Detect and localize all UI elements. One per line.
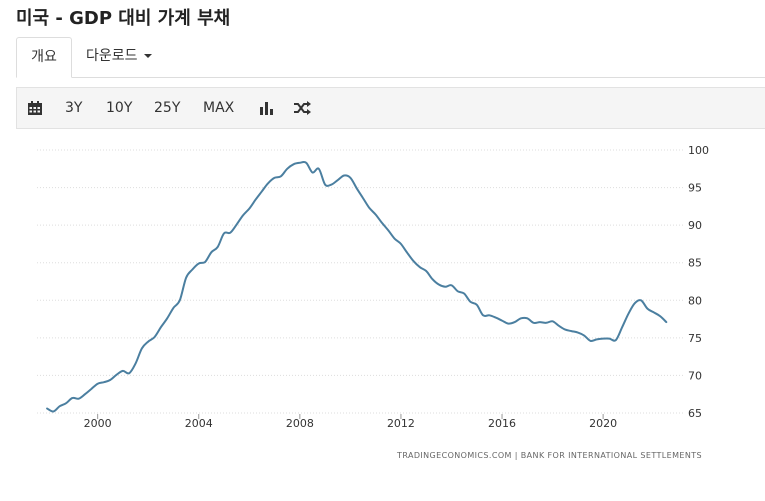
x-tick-label: 2004 <box>185 417 213 430</box>
caret-down-icon <box>143 54 152 58</box>
x-tick-label: 2016 <box>488 417 516 430</box>
y-tick-label: 100 <box>688 144 709 157</box>
x-tick-label: 2012 <box>387 417 415 430</box>
range-25y-button[interactable]: 25Y <box>154 100 181 116</box>
shuffle-icon[interactable] <box>293 100 311 116</box>
page-title: 미국 - GDP 대비 가계 부채 <box>16 8 231 29</box>
range-3y-button[interactable]: 3Y <box>65 100 83 116</box>
y-tick-label: 90 <box>688 219 702 232</box>
y-tick-label: 95 <box>688 182 702 195</box>
chart-grid <box>37 149 684 414</box>
x-tick-label: 2020 <box>589 417 617 430</box>
y-tick-label: 65 <box>688 407 702 420</box>
range-10y-button[interactable]: 10Y <box>106 100 133 116</box>
tab-download-label: 다운로드 <box>86 48 138 64</box>
bar-chart-icon[interactable] <box>259 100 275 116</box>
range-max-button[interactable]: MAX <box>203 100 235 116</box>
x-axis-ticks: 2000 2004 2008 2012 2016 2020 <box>84 414 617 430</box>
x-tick-label: 2000 <box>84 417 112 430</box>
tab-download[interactable]: 다운로드 <box>86 37 152 77</box>
y-tick-label: 80 <box>688 294 702 307</box>
chart-toolbar: 3Y 10Y 25Y MAX <box>16 87 765 129</box>
tab-bar: 개요 다운로드 <box>16 37 765 78</box>
y-tick-label: 75 <box>688 332 702 345</box>
y-axis-ticks: 65 70 75 80 85 90 95 100 <box>688 144 709 420</box>
x-tick-label: 2008 <box>286 417 314 430</box>
source-credit: TRADINGECONOMICS.COM | BANK FOR INTERNAT… <box>396 451 702 460</box>
tab-overview[interactable]: 개요 <box>16 37 72 78</box>
y-tick-label: 85 <box>688 257 702 270</box>
y-tick-label: 70 <box>688 369 702 382</box>
series-line <box>46 160 668 413</box>
calendar-icon[interactable] <box>27 100 43 116</box>
